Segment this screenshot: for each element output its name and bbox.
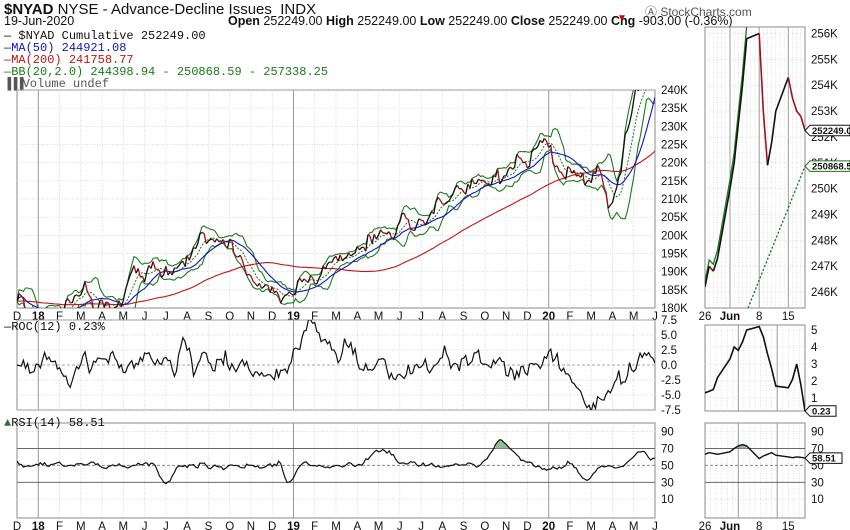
svg-text:30: 30 <box>811 477 824 489</box>
svg-text:Jun: Jun <box>720 521 740 530</box>
svg-text:58.51: 58.51 <box>812 454 836 465</box>
svg-text:26: 26 <box>699 521 712 530</box>
svg-text:10: 10 <box>811 494 824 506</box>
svg-text:15: 15 <box>782 521 795 530</box>
svg-text:90: 90 <box>811 427 824 439</box>
svg-text:8: 8 <box>756 521 762 530</box>
